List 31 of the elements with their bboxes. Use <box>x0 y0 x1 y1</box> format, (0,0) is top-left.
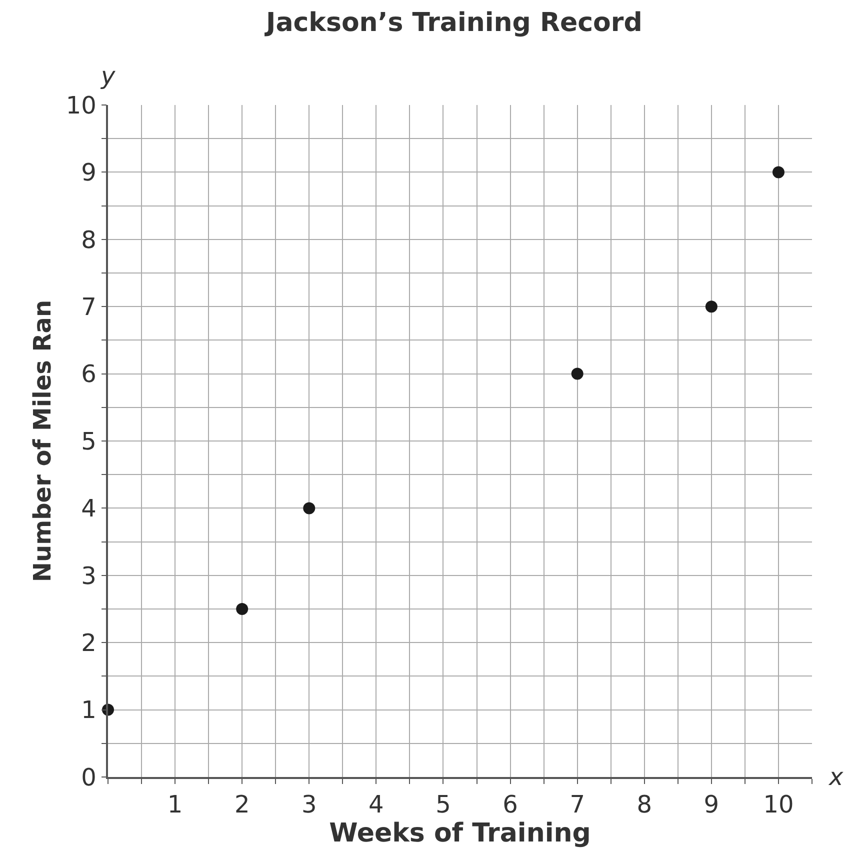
point <box>705 300 718 313</box>
y-tick-label: 8 <box>81 226 96 254</box>
y-tick-label: 4 <box>81 494 96 523</box>
x-tick-label: 2 <box>234 790 250 819</box>
y-tick-label: 0 <box>81 763 96 792</box>
point <box>571 368 584 380</box>
y-tick-label: 3 <box>81 562 96 590</box>
y-tick-label: 6 <box>81 360 96 388</box>
chart-title: Jackson’s Training Record <box>264 8 642 38</box>
x-axis-title: Weeks of Training <box>329 818 591 849</box>
y-tick-label: 2 <box>81 629 96 657</box>
x-tick-label: 3 <box>302 790 317 819</box>
y-tick-label: 5 <box>81 427 96 456</box>
x-tick-label: 9 <box>704 790 720 819</box>
x-tick-label: 6 <box>502 790 518 819</box>
y-axis-title: Number of Miles Ran <box>28 300 57 582</box>
y-tick-label: 1 <box>81 696 96 724</box>
x-tick-label: 10 <box>763 790 794 819</box>
text: y <box>100 62 116 90</box>
x-tick-label: 8 <box>636 790 652 819</box>
x-tick-label: 7 <box>570 790 585 819</box>
x-tick-label: 5 <box>436 790 451 819</box>
y-tick-label: 10 <box>66 91 96 120</box>
x-tick-label: 4 <box>368 790 384 819</box>
x-tick-label: 1 <box>167 790 183 819</box>
point <box>236 603 248 615</box>
text: x <box>828 763 844 791</box>
point <box>772 166 784 178</box>
y-tick-label: 9 <box>81 158 96 187</box>
point <box>303 502 316 514</box>
y-tick-label: 7 <box>81 293 96 321</box>
